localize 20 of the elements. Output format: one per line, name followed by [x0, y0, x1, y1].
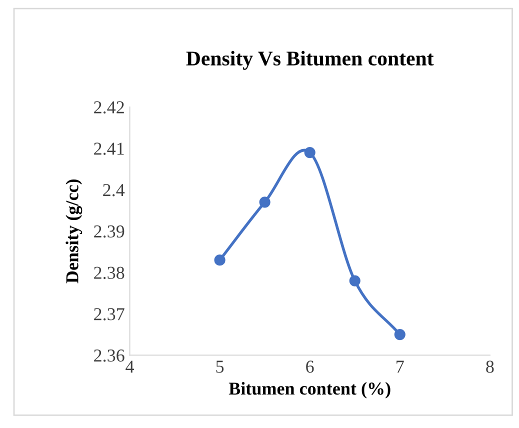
y-tick-label: 2.39 [94, 225, 124, 238]
point [259, 196, 270, 208]
x-tick-label: 8 [486, 360, 494, 373]
y-tick-label: 2.4 [103, 184, 125, 196]
x-tick-label: 6 [306, 360, 314, 373]
x-tick-label: 7 [396, 360, 404, 373]
y-tick-label: 2.37 [94, 308, 124, 320]
point [394, 328, 406, 340]
y-tick-label: 2.38 [94, 266, 124, 280]
y-axis-title: Density (g/cc) [66, 180, 82, 284]
x-axis-title: Bitumen content (%) [228, 382, 390, 398]
x-tick-label: 5 [216, 360, 224, 373]
y-tick-label: 2.41 [94, 142, 124, 155]
point [304, 146, 316, 158]
chart-title: Density Vs Bitumen content [186, 50, 434, 70]
x-tick-label: 4 [126, 360, 134, 373]
point [349, 275, 360, 286]
point [214, 254, 226, 266]
y-tick-label: 2.36 [94, 350, 124, 362]
y-tick-label: 2.42 [94, 101, 124, 114]
